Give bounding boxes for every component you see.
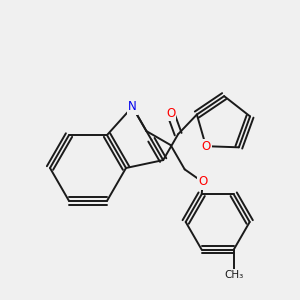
Text: O: O xyxy=(166,107,175,120)
Text: N: N xyxy=(128,100,137,113)
Text: O: O xyxy=(198,176,207,188)
Text: CH₃: CH₃ xyxy=(224,270,243,280)
Text: O: O xyxy=(201,140,211,153)
